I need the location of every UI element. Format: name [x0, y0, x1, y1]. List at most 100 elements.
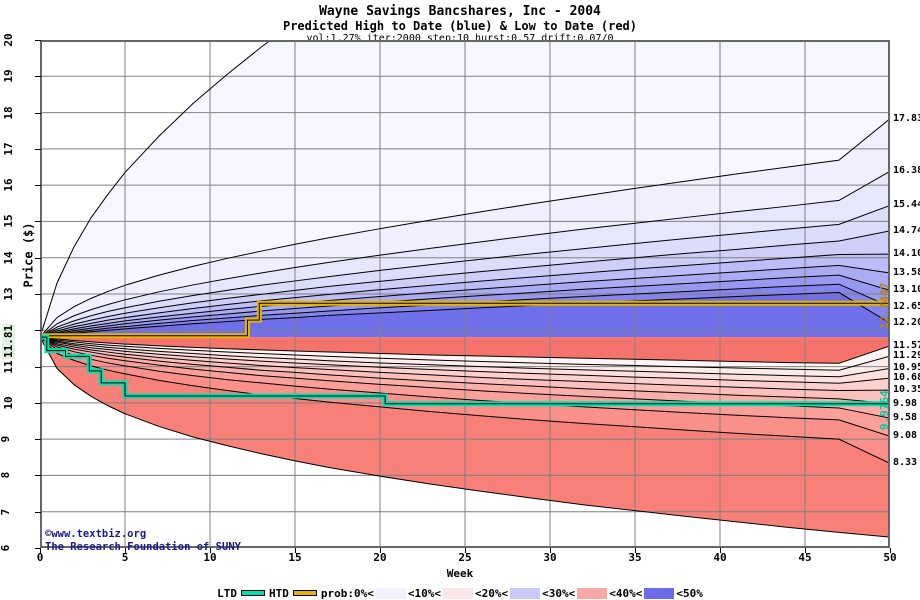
right-label-14.74: 14.74: [893, 224, 920, 236]
right-label-8.33: 8.33: [893, 457, 918, 469]
chart-canvas: [40, 40, 890, 548]
x-tick-mark: [635, 548, 636, 553]
right-label-15.44: 15.44: [893, 199, 920, 211]
legend-item-label-4: <50%: [676, 586, 703, 600]
y-tick-20: 20: [2, 33, 16, 47]
legend-prob-label: prob:0%<: [320, 586, 374, 600]
right-label-9.08: 9.08: [893, 430, 918, 442]
x-tick-mark: [720, 548, 721, 553]
band-high-b7: [40, 275, 890, 338]
credit-line-1: ©www.textbiz.org: [45, 528, 147, 540]
chart-subtitle: Predicted High to Date (blue) & Low to D…: [282, 19, 637, 33]
legend-swatch-4: [644, 587, 675, 599]
contour-low-b1: [40, 336, 890, 364]
legend-swatch-3: [577, 587, 608, 599]
band-low-b5: [40, 337, 890, 404]
legend-item-label-2: <30%<: [542, 586, 576, 600]
contour-high-b9: [40, 292, 890, 338]
y-tick-13: 13: [2, 287, 16, 301]
legend-htd-swatch: [292, 590, 317, 596]
y-tick-9: 9: [0, 435, 12, 443]
x-tick-20: 20: [373, 551, 387, 564]
x-tick-mark: [295, 548, 296, 553]
y-tick-15: 15: [2, 214, 16, 229]
x-tick-mark: [465, 548, 466, 553]
x-tick-25: 25: [458, 551, 472, 564]
right-label-12.20: 12.20: [893, 317, 920, 329]
x-tick-mark: [40, 548, 41, 553]
y-tick-10: 10: [2, 396, 16, 410]
y-tick-mark: [35, 294, 41, 295]
y-tick-mark: [35, 402, 41, 404]
right-label-13.10: 13.10: [893, 284, 920, 296]
y-tick-mark: [35, 548, 41, 549]
band-low-b1: [40, 337, 890, 371]
plot-area: [40, 40, 890, 548]
legend-ltd-swatch: [241, 590, 265, 596]
htd-line-outline: [40, 302, 890, 337]
y-tick-mark: [35, 511, 41, 513]
band-low-b7: [40, 337, 890, 437]
y-tick-11: 11: [2, 359, 16, 374]
legend-ltd-label: LTD: [217, 586, 237, 600]
contour-low-b6: [40, 336, 890, 405]
legend-swatch-1: [442, 587, 473, 599]
x-tick-mark: [380, 548, 381, 553]
x-tick-40: 40: [713, 551, 727, 564]
right-label-14.10: 14.10: [893, 248, 920, 260]
x-tick-5: 5: [121, 551, 129, 564]
chart-title: Wayne Savings Bancshares, Inc - 2004: [319, 4, 601, 19]
y-tick-mark: [35, 221, 41, 223]
y-tick-18: 18: [2, 105, 16, 120]
x-tick-45: 45: [798, 551, 812, 564]
chart-legend: LTD HTD prob:0%< <10%< <20%< <30%< <40%< <50%: [0, 586, 920, 600]
credit-line-2: The Research Foundation of SUNY: [45, 541, 241, 553]
htd-end-value-label: 12.7447: [878, 282, 891, 330]
x-tick-10: 10: [203, 551, 217, 564]
ltd-end-value-label: 9.9764: [878, 389, 891, 430]
contour-low-b3: [40, 336, 890, 378]
y-axis-label: Price ($): [21, 222, 36, 288]
x-tick-15: 15: [288, 551, 302, 564]
legend-item-label-0: <10%<: [407, 586, 441, 600]
contour-low-p0: [40, 336, 890, 538]
x-tick-mark: [890, 548, 891, 553]
y-tick-6: 6: [0, 544, 12, 552]
x-tick-mark: [550, 548, 551, 553]
ltd-line-outline: [40, 336, 890, 405]
y-tick-mark: [35, 76, 41, 78]
right-label-13.58: 13.58: [893, 266, 920, 278]
contour-low-b4: [40, 336, 890, 384]
y-tick-14: 14: [2, 251, 16, 265]
start-price-label: 11.81: [2, 324, 15, 360]
y-tick-mark: [35, 40, 41, 41]
y-tick-16: 16: [2, 178, 16, 192]
x-tick-mark: [125, 548, 126, 553]
right-label-9.58: 9.58: [893, 412, 918, 424]
contour-high-b8: [40, 283, 890, 338]
y-tick-mark: [35, 330, 41, 332]
contour-high-b7: [40, 274, 890, 338]
legend-item-label-3: <40%<: [609, 586, 643, 600]
contour-high-b5: [40, 253, 890, 338]
contour-high-b6: [40, 264, 890, 338]
x-tick-50: 50: [883, 551, 897, 564]
y-tick-7: 7: [0, 508, 12, 516]
y-tick-17: 17: [2, 142, 16, 156]
chart-parameters: vol:1.27% iter:2000 step:10 hurst:0.57 d…: [306, 33, 614, 44]
right-label-17.83: 17.83: [893, 112, 920, 124]
y-tick-mark: [35, 112, 41, 114]
contour-high-b2: [40, 170, 890, 338]
x-tick-mark: [805, 548, 806, 553]
y-tick-19: 19: [2, 69, 16, 83]
legend-item-label-1: <20%<: [474, 586, 509, 600]
right-label-11.29: 11.29: [893, 350, 920, 362]
y-tick-mark: [35, 439, 41, 441]
right-label-10.35: 10.35: [893, 384, 920, 396]
x-tick-mark: [210, 548, 211, 553]
y-tick-mark: [35, 257, 41, 259]
band-high-b6: [40, 265, 890, 338]
legend-htd-label: HTD: [269, 586, 289, 600]
right-label-10.68: 10.68: [893, 372, 920, 384]
